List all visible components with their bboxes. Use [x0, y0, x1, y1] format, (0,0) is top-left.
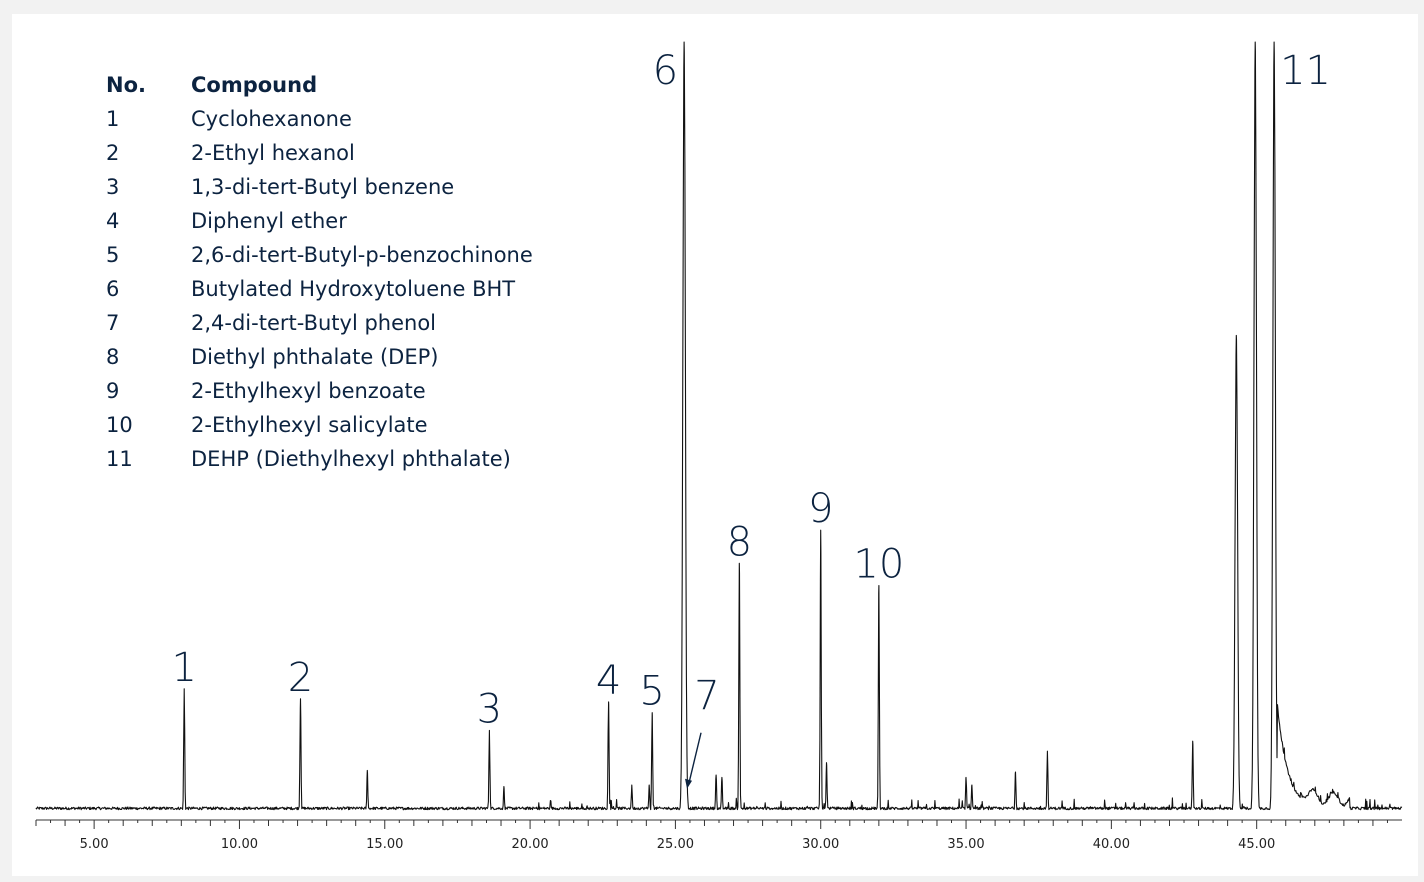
peak-label-3: 3 — [477, 686, 502, 732]
legend-row-number: 4 — [106, 209, 119, 233]
peak-label-9: 9 — [808, 486, 833, 532]
x-tick-label: 20.00 — [511, 837, 548, 852]
legend-row-number: 1 — [106, 107, 119, 131]
peak-labels: 1 2 3 4 5 6 7 8 9 10 11 — [171, 48, 1331, 732]
legend-row-compound: Cyclohexanone — [191, 107, 352, 131]
compound-legend: No. Compound 1 Cyclohexanone 2 2-Ethyl hexa… — [106, 73, 533, 471]
x-tick-label: 45.00 — [1238, 837, 1275, 852]
peak-label-10: 10 — [853, 542, 904, 588]
legend-row-number: 2 — [106, 141, 119, 165]
legend-header-number: No. — [106, 73, 146, 97]
legend-row-compound: DEHP (Diethylhexyl phthalate) — [191, 447, 511, 471]
peak-label-11: 11 — [1280, 48, 1331, 94]
x-axis: 5.00 10.00 15.00 20.00 25.00 30.00 35.00 40.00 4… — [35, 819, 1402, 852]
legend-row-compound: 2,6-di-tert-Butyl-p-benzochinone — [191, 243, 533, 267]
x-tick-label: 40.00 — [1093, 837, 1130, 852]
chart-panel: No. Compound 1 Cyclohexanone 2 2-Ethyl hexa… — [12, 14, 1418, 876]
legend-row-compound: 2,4-di-tert-Butyl phenol — [191, 311, 436, 335]
legend-row-compound: 2-Ethylhexyl salicylate — [191, 413, 428, 437]
x-tick-label: 15.00 — [366, 837, 403, 852]
legend-header-compound: Compound — [191, 73, 317, 97]
peak-label-4: 4 — [596, 658, 621, 704]
x-tick-label: 30.00 — [802, 837, 839, 852]
peak-label-1: 1 — [171, 645, 196, 691]
peak-label-8: 8 — [727, 519, 752, 565]
legend-row-compound: 2-Ethyl hexanol — [191, 141, 355, 165]
legend-row-compound: Diethyl phthalate (DEP) — [191, 345, 438, 369]
chromatogram-trace — [35, 41, 1403, 811]
x-tick-label: 5.00 — [80, 837, 109, 852]
legend-row-compound: 1,3-di-tert-Butyl benzene — [191, 175, 454, 199]
legend-row-number: 8 — [106, 345, 119, 369]
legend-row-number: 5 — [106, 243, 119, 267]
legend-row-number: 9 — [106, 379, 119, 403]
legend-row-number: 7 — [106, 311, 119, 335]
x-tick-label: 10.00 — [221, 837, 258, 852]
legend-row-compound: Diphenyl ether — [191, 209, 347, 233]
legend-row-number: 11 — [106, 447, 133, 471]
peak-label-2: 2 — [288, 655, 313, 701]
peak-7-arrow — [685, 732, 702, 789]
legend-row-number: 6 — [106, 277, 119, 301]
legend-row-compound: 2-Ethylhexyl benzoate — [191, 379, 426, 403]
chromatogram-chart: No. Compound 1 Cyclohexanone 2 2-Ethyl hexa… — [35, 41, 1403, 852]
peak-label-7: 7 — [694, 673, 719, 719]
legend-row-number: 10 — [106, 413, 133, 437]
x-tick-label: 35.00 — [947, 837, 984, 852]
legend-row-number: 3 — [106, 175, 119, 199]
legend-row-compound: Butylated Hydroxytoluene BHT — [191, 277, 515, 301]
peak-label-5: 5 — [639, 669, 664, 715]
peak-label-6: 6 — [653, 48, 678, 94]
x-tick-label: 25.00 — [657, 837, 694, 852]
